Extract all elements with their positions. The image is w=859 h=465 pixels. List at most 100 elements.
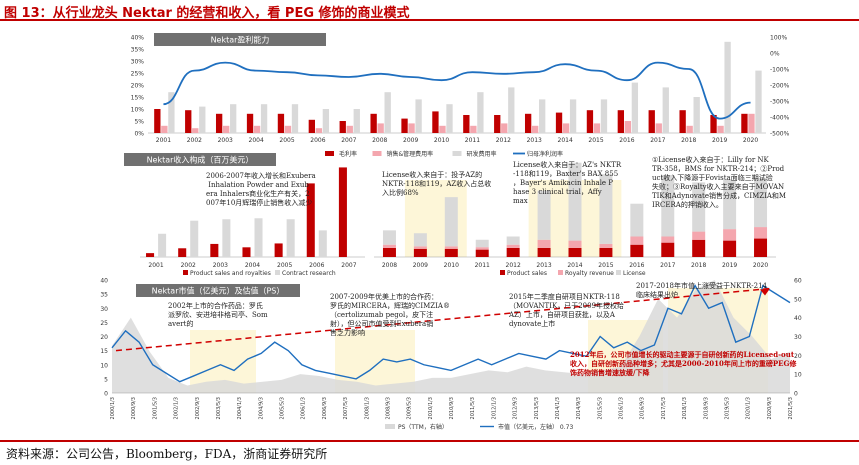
chart4-x-tick: 2015/5/3 (597, 397, 603, 419)
chart4-annotation-2007-2009: 2007-2009年优美上市的合作药：罗氏的MIRCERA，辉瑞的CIMZIA®… (330, 292, 450, 337)
chart1-bar (477, 92, 484, 133)
chart3-stacked-bar (537, 239, 551, 248)
chart2-x-tick: 2006 (309, 262, 324, 269)
chart2-bar (178, 248, 187, 257)
chart4-annotation-2017-2018: 2017-2018年市值上涨受益于NKTR-214 临床结果出炉 (636, 281, 768, 299)
chart2-legend-label: Contract research (282, 270, 336, 277)
chart3-stacked-bar (723, 240, 737, 257)
chart4-x-tick: 2006/9/3 (322, 397, 328, 419)
chart4-annotation-red: 2012年后，公司市值增长的驱动主要源于自研创新药的Licensed-out 收入… (570, 350, 797, 377)
chart1-bar (284, 125, 292, 133)
chart1-y-right-tick: -400% (770, 115, 790, 122)
chart4-y-left-tick: 0 (104, 391, 108, 398)
chart3-x-tick: 2017 (660, 262, 675, 269)
chart2-x-tick: 2001 (148, 262, 163, 269)
chart3-stacked-bar (568, 240, 582, 248)
chart4-title-box (136, 284, 300, 297)
source-note: 资料来源：公司公告，Bloomberg，FDA，浙商证券研究所 (6, 447, 328, 461)
chart1-y-left-tick: 30% (131, 59, 145, 66)
chart4-y-left-tick: 35 (100, 292, 108, 299)
chart1-bar (539, 99, 546, 133)
chart4-x-tick: 2005/5/3 (280, 397, 286, 419)
chart1-bar (223, 125, 230, 133)
chart3-stacked-bar (475, 239, 489, 248)
chart3-stacked-bar (661, 242, 675, 257)
chart1-x-tick: 2002 (187, 137, 202, 144)
chart1-bar (501, 123, 508, 133)
chart1-bar (315, 128, 323, 133)
chart4-x-tick: 2009/5/3 (407, 397, 413, 419)
chart2-bar (158, 233, 167, 257)
chart1-y-left-tick: 20% (131, 83, 145, 90)
chart1-x-tick: 2018 (681, 137, 696, 144)
chart3-stacked-bar (475, 247, 489, 250)
chart1-bar (755, 70, 762, 133)
chart2-x-tick: 2003 (213, 262, 228, 269)
chart1-legend-label: 销售&管理费用率 (387, 150, 434, 158)
chart2-bar (254, 218, 263, 257)
chart1-bar (679, 110, 686, 133)
chart3-stacked-bar (444, 197, 458, 247)
chart3-stacked-bar (537, 190, 551, 240)
chart4-y-right-tick: 10 (794, 372, 802, 379)
chart4-legend-label: 市值（亿美元，左轴） 0.73 (498, 423, 573, 431)
chart1-bar (562, 123, 570, 133)
chart3-x-tick: 2019 (722, 262, 737, 269)
chart2-legend-swatch (275, 270, 280, 275)
chart4-x-tick: 2004/9/3 (258, 397, 264, 419)
chart1-bar (370, 113, 377, 133)
chart3-annotation-2010: License收入来自于：投予AZ的 NKTR-118和119，AZ收入占总收入比… (382, 170, 491, 197)
chart4-x-tick: 2003/5/3 (216, 397, 222, 419)
chart1-bar (748, 113, 755, 133)
chart4-x-tick: 2004/1/3 (237, 397, 243, 419)
chart1-bar (408, 123, 415, 133)
chart3-legend-swatch (558, 270, 563, 275)
chart1-bar (415, 99, 422, 133)
chart3-stacked-bar (475, 249, 489, 257)
chart3-x-tick: 2018 (691, 262, 706, 269)
chart4-x-tick: 2016/1/3 (619, 397, 625, 419)
chart4-x-tick: 2021/5/3 (788, 397, 794, 419)
chart1-x-tick: 2011 (465, 137, 480, 144)
chart1-y-right-tick: 100% (770, 35, 787, 42)
chart2-x-tick: 2007 (341, 262, 356, 269)
chart4-x-tick: 2018/9/3 (703, 397, 709, 419)
chart1-x-tick: 2004 (249, 137, 264, 144)
chart3-stacked-bar (413, 246, 427, 249)
chart1-bar (168, 92, 175, 133)
chart3-stacked-bar (444, 246, 458, 249)
chart3-annotation-2013-2015: License收入来自于：AZ's NKTR -118和119，Baxter's … (513, 160, 622, 205)
chart1-y-right-tick: -200% (770, 83, 790, 90)
chart4-y-right-tick: 0 (794, 391, 798, 398)
chart1-y-left-tick: 15% (131, 95, 145, 102)
chart2-title: Nektar收入构成（百万美元） (147, 155, 254, 165)
chart1-bar (724, 41, 731, 133)
chart1-bar (401, 118, 408, 133)
chart4-x-tick: 2013/5/3 (534, 397, 540, 419)
chart1-y-right-tick: 0% (770, 51, 780, 58)
chart3-x-tick: 2013 (536, 262, 551, 269)
chart1-legend-swatch (452, 151, 462, 156)
chart3-stacked-bar (506, 236, 520, 245)
chart4-x-tick: 2002/9/3 (195, 397, 201, 419)
chart1-y-left-tick: 0% (134, 131, 144, 138)
chart1-bar (339, 121, 346, 133)
chart1-bar (439, 125, 446, 133)
chart1-x-tick: 2001 (156, 137, 171, 144)
chart2-x-tick: 2002 (181, 262, 196, 269)
chart4-x-tick: 2010/1/3 (428, 397, 434, 419)
chart1-x-tick: 2005 (279, 137, 294, 144)
chart4-x-tick: 2000/9/3 (131, 397, 137, 419)
chart1-y-left-tick: 25% (131, 71, 145, 78)
chart1-bar (154, 109, 161, 133)
chart4-x-tick: 2012/9/3 (513, 397, 519, 419)
chart3-x-tick: 2009 (413, 262, 428, 269)
chart1-x-tick: 2017 (650, 137, 665, 144)
chart3-x-tick: 2015 (598, 262, 613, 269)
chart3-stacked-bar (568, 162, 582, 241)
chart4-y-right-tick: 40 (794, 315, 802, 322)
chart1-bar (586, 110, 594, 133)
chart4-x-tick: 2010/9/3 (449, 397, 455, 419)
chart4-y-right-tick: 20 (794, 353, 802, 360)
chart4-x-tick: 2008/1/3 (364, 397, 370, 419)
